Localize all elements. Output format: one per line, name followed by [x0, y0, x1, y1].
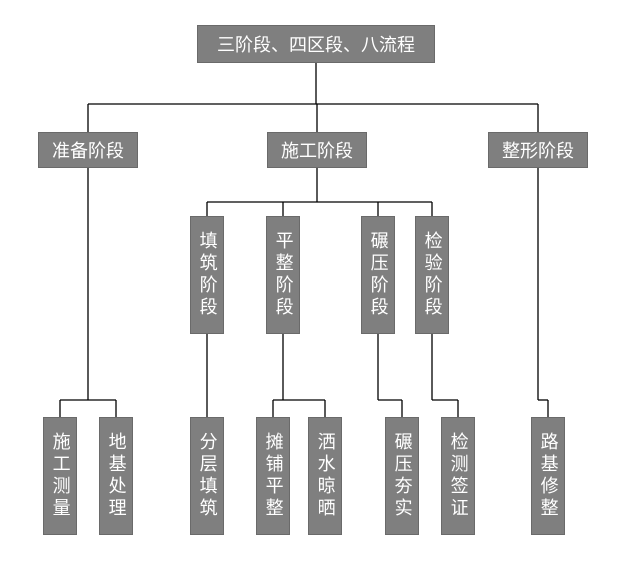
node-roadbed-trim: 路基修整 [531, 417, 565, 535]
node-inspect-cert-label: 检测签证 [445, 432, 470, 520]
node-foundation-label: 地基处理 [103, 432, 128, 520]
node-construct-label: 施工阶段 [281, 137, 353, 163]
node-prep: 准备阶段 [38, 132, 138, 168]
node-construct: 施工阶段 [267, 132, 367, 168]
node-shape: 整形阶段 [488, 132, 588, 168]
node-root-label: 三阶段、四区段、八流程 [217, 31, 415, 57]
node-roll-compact: 碾压夯实 [385, 417, 419, 535]
node-survey: 施工测量 [43, 417, 77, 535]
node-roll-compact-label: 碾压夯实 [389, 432, 414, 520]
node-prep-label: 准备阶段 [52, 137, 124, 163]
node-spread-level-label: 摊铺平整 [260, 432, 285, 520]
node-fill-stage: 填筑阶段 [190, 216, 224, 334]
node-shape-label: 整形阶段 [502, 137, 574, 163]
node-layer-fill: 分层填筑 [190, 417, 224, 535]
node-foundation: 地基处理 [99, 417, 133, 535]
node-fill-stage-label: 填筑阶段 [194, 231, 219, 319]
node-sprinkle-dry-label: 洒水晾晒 [312, 432, 337, 520]
node-layer-fill-label: 分层填筑 [194, 432, 219, 520]
node-level-stage: 平整阶段 [266, 216, 300, 334]
node-inspect-cert: 检测签证 [441, 417, 475, 535]
node-spread-level: 摊铺平整 [256, 417, 290, 535]
node-compact-stage: 碾压阶段 [361, 216, 395, 334]
node-level-stage-label: 平整阶段 [270, 231, 295, 319]
node-root: 三阶段、四区段、八流程 [197, 25, 435, 63]
node-compact-stage-label: 碾压阶段 [365, 231, 390, 319]
node-sprinkle-dry: 洒水晾晒 [308, 417, 342, 535]
node-inspect-stage: 检验阶段 [415, 216, 449, 334]
node-roadbed-trim-label: 路基修整 [535, 432, 560, 520]
node-inspect-stage-label: 检验阶段 [419, 231, 444, 319]
node-survey-label: 施工测量 [47, 432, 72, 520]
